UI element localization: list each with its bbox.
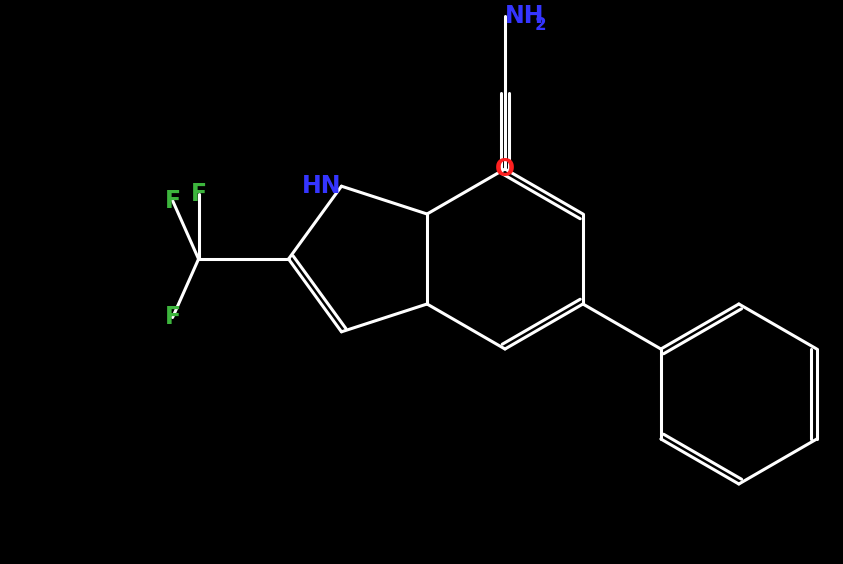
Text: HN: HN: [302, 174, 341, 198]
Text: NH: NH: [505, 4, 545, 28]
Text: F: F: [191, 182, 207, 206]
Text: F: F: [164, 306, 180, 329]
Text: F: F: [164, 188, 180, 213]
Text: 2: 2: [535, 16, 546, 34]
Text: O: O: [495, 157, 515, 181]
